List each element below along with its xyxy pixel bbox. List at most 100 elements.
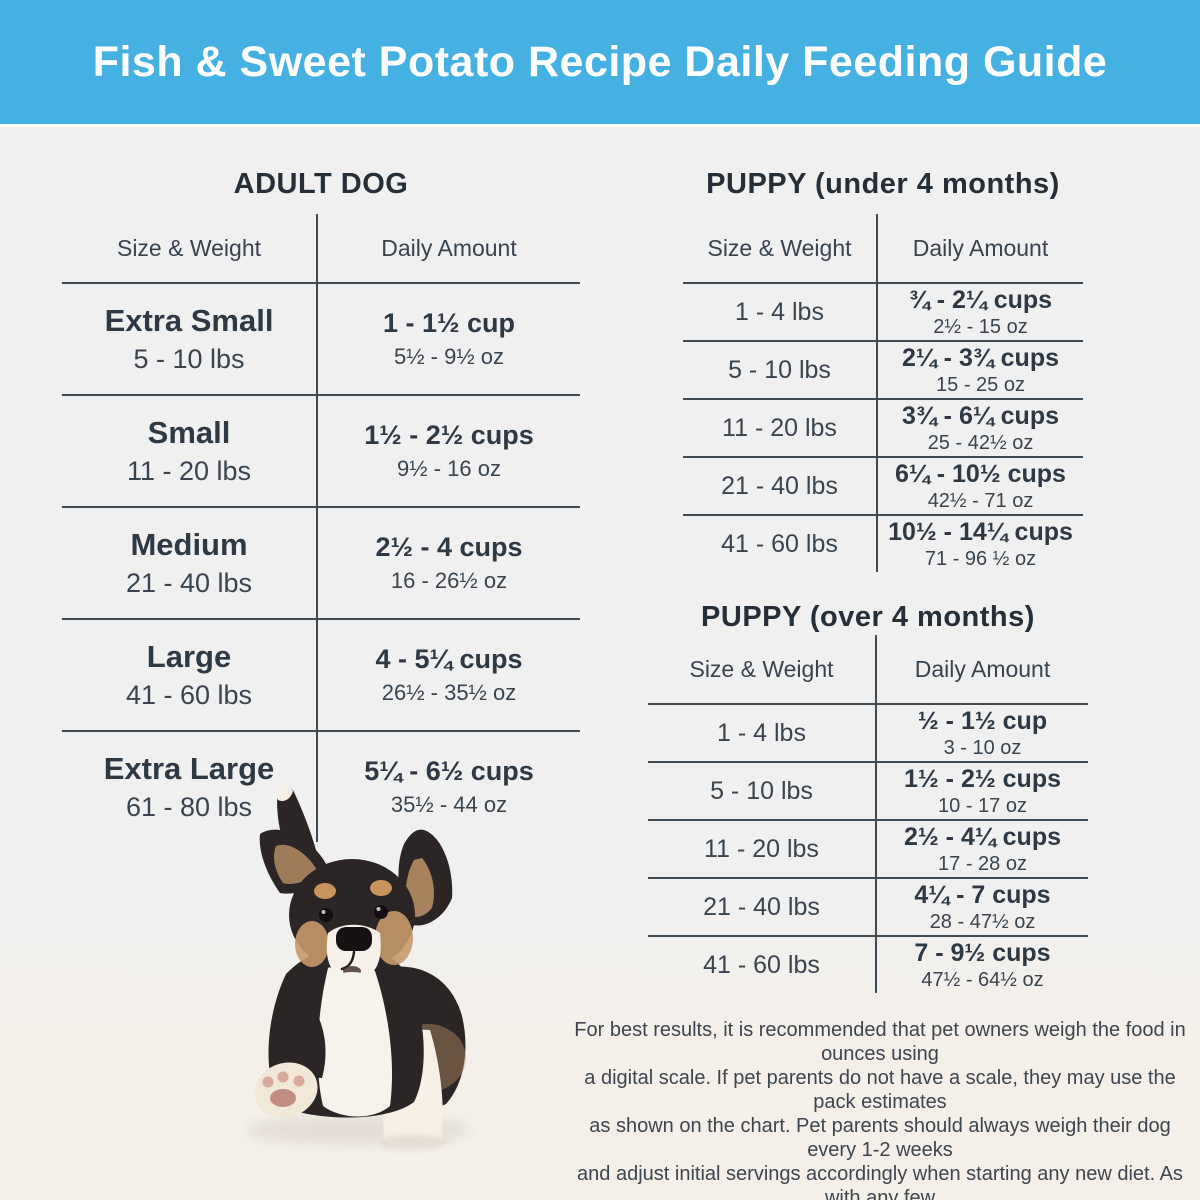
weight-range: 21 - 40 lbs bbox=[125, 568, 253, 598]
table-row-amount-cell: ½ - 1½ cup 3 - 10 oz bbox=[877, 703, 1088, 761]
table-row-size-cell: 41 - 60 lbs bbox=[683, 514, 878, 572]
oz-range: 9½ - 16 oz bbox=[397, 456, 501, 481]
column-header-size: Size & Weight bbox=[62, 214, 318, 282]
table-row-size-cell: 41 - 60 lbs bbox=[648, 935, 877, 993]
cups-range: 3¾ - 6¼ cups bbox=[901, 401, 1060, 430]
weight-range: 21 - 40 lbs bbox=[703, 892, 820, 921]
table-row-amount-cell: 2¼ - 3¾ cups 15 - 25 oz bbox=[878, 340, 1083, 398]
cups-range: 1 - 1½ cup bbox=[382, 308, 516, 338]
oz-range: 42½ - 71 oz bbox=[927, 489, 1034, 512]
photo-floor-background bbox=[0, 880, 1200, 1200]
weight-range: 41 - 60 lbs bbox=[703, 950, 820, 979]
size-name: Small bbox=[147, 415, 231, 450]
oz-range: 35½ - 44 oz bbox=[390, 792, 508, 817]
column-header-size-label: Size & Weight bbox=[116, 234, 262, 261]
weight-range: 41 - 60 lbs bbox=[125, 680, 253, 710]
weight-range: 1 - 4 lbs bbox=[717, 718, 806, 747]
puppy-under-section-title: PUPPY (under 4 months) bbox=[706, 168, 1060, 200]
title-banner: Fish & Sweet Potato Recipe Daily Feeding… bbox=[0, 0, 1200, 127]
weight-range: 41 - 60 lbs bbox=[721, 529, 838, 558]
column-header-size-label: Size & Weight bbox=[707, 234, 852, 261]
column-header-size: Size & Weight bbox=[648, 635, 877, 703]
corgi-puppy-photo bbox=[246, 785, 470, 1149]
cups-range: 2½ - 4¼ cups bbox=[903, 822, 1062, 851]
table-row-amount-cell: 5¼ - 6½ cups 35½ - 44 oz bbox=[318, 730, 580, 842]
adult-dog-section-title: ADULT DOG bbox=[233, 168, 409, 200]
oz-range: 16 - 26½ oz bbox=[390, 568, 508, 593]
cups-range: 10½ - 14¼ cups bbox=[888, 517, 1073, 546]
oz-range: 26½ - 35½ oz bbox=[381, 680, 517, 705]
table-row-amount-cell: 2½ - 4¼ cups 17 - 28 oz bbox=[877, 819, 1088, 877]
table-row-size-cell: Extra Small 5 - 10 lbs bbox=[62, 282, 318, 394]
column-header-size: Size & Weight bbox=[683, 214, 878, 282]
cups-range: 2½ - 4 cups bbox=[375, 532, 523, 562]
table-row-size-cell: Large 41 - 60 lbs bbox=[62, 618, 318, 730]
footer-note-line: and adjust initial servings accordingly … bbox=[577, 1163, 1183, 1200]
table-row-amount-cell: 2½ - 4 cups 16 - 26½ oz bbox=[318, 506, 580, 618]
weight-range: 1 - 4 lbs bbox=[735, 297, 824, 326]
oz-range: 17 - 28 oz bbox=[938, 852, 1027, 875]
column-header-amount: Daily Amount bbox=[318, 214, 580, 282]
footer-note: For best results, it is recommended that… bbox=[565, 1018, 1195, 1200]
column-header-amount: Daily Amount bbox=[878, 214, 1083, 282]
column-header-size-label: Size & Weight bbox=[689, 655, 834, 682]
footer-note-line: a digital scale. If pet parents do not h… bbox=[584, 1067, 1176, 1113]
table-row-size-cell: 5 - 10 lbs bbox=[648, 761, 877, 819]
table-row-amount-cell: 4¼ - 7 cups 28 - 47½ oz bbox=[877, 877, 1088, 935]
oz-range: 28 - 47½ oz bbox=[929, 910, 1036, 933]
size-name: Extra Large bbox=[103, 751, 275, 786]
oz-range: 71 - 96 ½ oz bbox=[924, 547, 1037, 570]
table-row-size-cell: Extra Large 61 - 80 lbs bbox=[62, 730, 318, 842]
oz-range: 25 - 42½ oz bbox=[927, 431, 1034, 454]
table-row-amount-cell: 3¾ - 6¼ cups 25 - 42½ oz bbox=[878, 398, 1083, 456]
size-name: Medium bbox=[130, 527, 248, 562]
table-row-size-cell: 21 - 40 lbs bbox=[648, 877, 877, 935]
table-row-amount-cell: 7 - 9½ cups 47½ - 64½ oz bbox=[877, 935, 1088, 993]
cups-range: 4¼ - 7 cups bbox=[914, 880, 1051, 909]
weight-range: 11 - 20 lbs bbox=[722, 413, 837, 442]
weight-range: 11 - 20 lbs bbox=[126, 456, 252, 486]
puppy-over-section-title: PUPPY (over 4 months) bbox=[701, 601, 1035, 633]
table-row-size-cell: 1 - 4 lbs bbox=[683, 282, 878, 340]
table-row-amount-cell: 1½ - 2½ cups 10 - 17 oz bbox=[877, 761, 1088, 819]
column-header-amount-label: Daily Amount bbox=[381, 234, 517, 261]
table-row-amount-cell: 4 - 5¼ cups 26½ - 35½ oz bbox=[318, 618, 580, 730]
size-name: Extra Small bbox=[104, 303, 274, 338]
table-row-amount-cell: 10½ - 14¼ cups 71 - 96 ½ oz bbox=[878, 514, 1083, 572]
cups-range: 6¼ - 10½ cups bbox=[895, 459, 1066, 488]
puppy-under-4-months-table: Size & Weight Daily Amount 1 - 4 lbs ¾ -… bbox=[683, 214, 1083, 572]
page-title: Fish & Sweet Potato Recipe Daily Feeding… bbox=[92, 37, 1108, 86]
table-row-amount-cell: 6¼ - 10½ cups 42½ - 71 oz bbox=[878, 456, 1083, 514]
table-row-amount-cell: ¾ - 2¼ cups 2½ - 15 oz bbox=[878, 282, 1083, 340]
cups-range: 5¼ - 6½ cups bbox=[364, 756, 534, 786]
oz-range: 47½ - 64½ oz bbox=[921, 968, 1044, 991]
table-row-size-cell: 11 - 20 lbs bbox=[648, 819, 877, 877]
table-row-size-cell: 21 - 40 lbs bbox=[683, 456, 878, 514]
weight-range: 5 - 10 lbs bbox=[133, 344, 245, 374]
cups-range: 7 - 9½ cups bbox=[914, 938, 1051, 967]
cups-range: ½ - 1½ cup bbox=[917, 706, 1048, 735]
table-row-size-cell: Medium 21 - 40 lbs bbox=[62, 506, 318, 618]
weight-range: 5 - 10 lbs bbox=[710, 776, 813, 805]
oz-range: 2½ - 15 oz bbox=[933, 315, 1028, 338]
adult-dog-table: Size & Weight Daily Amount Extra Small 5… bbox=[62, 214, 580, 842]
footer-note-line: as shown on the chart. Pet parents shoul… bbox=[589, 1115, 1171, 1161]
weight-range: 21 - 40 lbs bbox=[721, 471, 838, 500]
size-name: Large bbox=[146, 639, 232, 674]
table-row-size-cell: 5 - 10 lbs bbox=[683, 340, 878, 398]
weight-range: 5 - 10 lbs bbox=[728, 355, 831, 384]
oz-range: 5½ - 9½ oz bbox=[393, 344, 505, 369]
column-header-amount-label: Daily Amount bbox=[912, 234, 1049, 261]
table-row-amount-cell: 1 - 1½ cup 5½ - 9½ oz bbox=[318, 282, 580, 394]
table-row-amount-cell: 1½ - 2½ cups 9½ - 16 oz bbox=[318, 394, 580, 506]
oz-range: 3 - 10 oz bbox=[943, 736, 1022, 759]
oz-range: 15 - 25 oz bbox=[936, 373, 1025, 396]
cups-range: ¾ - 2¼ cups bbox=[908, 285, 1053, 314]
column-header-amount-label: Daily Amount bbox=[914, 655, 1051, 682]
footer-note-line: For best results, it is recommended that… bbox=[574, 1019, 1186, 1065]
oz-range: 10 - 17 oz bbox=[938, 794, 1027, 817]
table-row-size-cell: 1 - 4 lbs bbox=[648, 703, 877, 761]
cups-range: 4 - 5¼ cups bbox=[375, 644, 523, 674]
cups-range: 1½ - 2½ cups bbox=[903, 764, 1062, 793]
